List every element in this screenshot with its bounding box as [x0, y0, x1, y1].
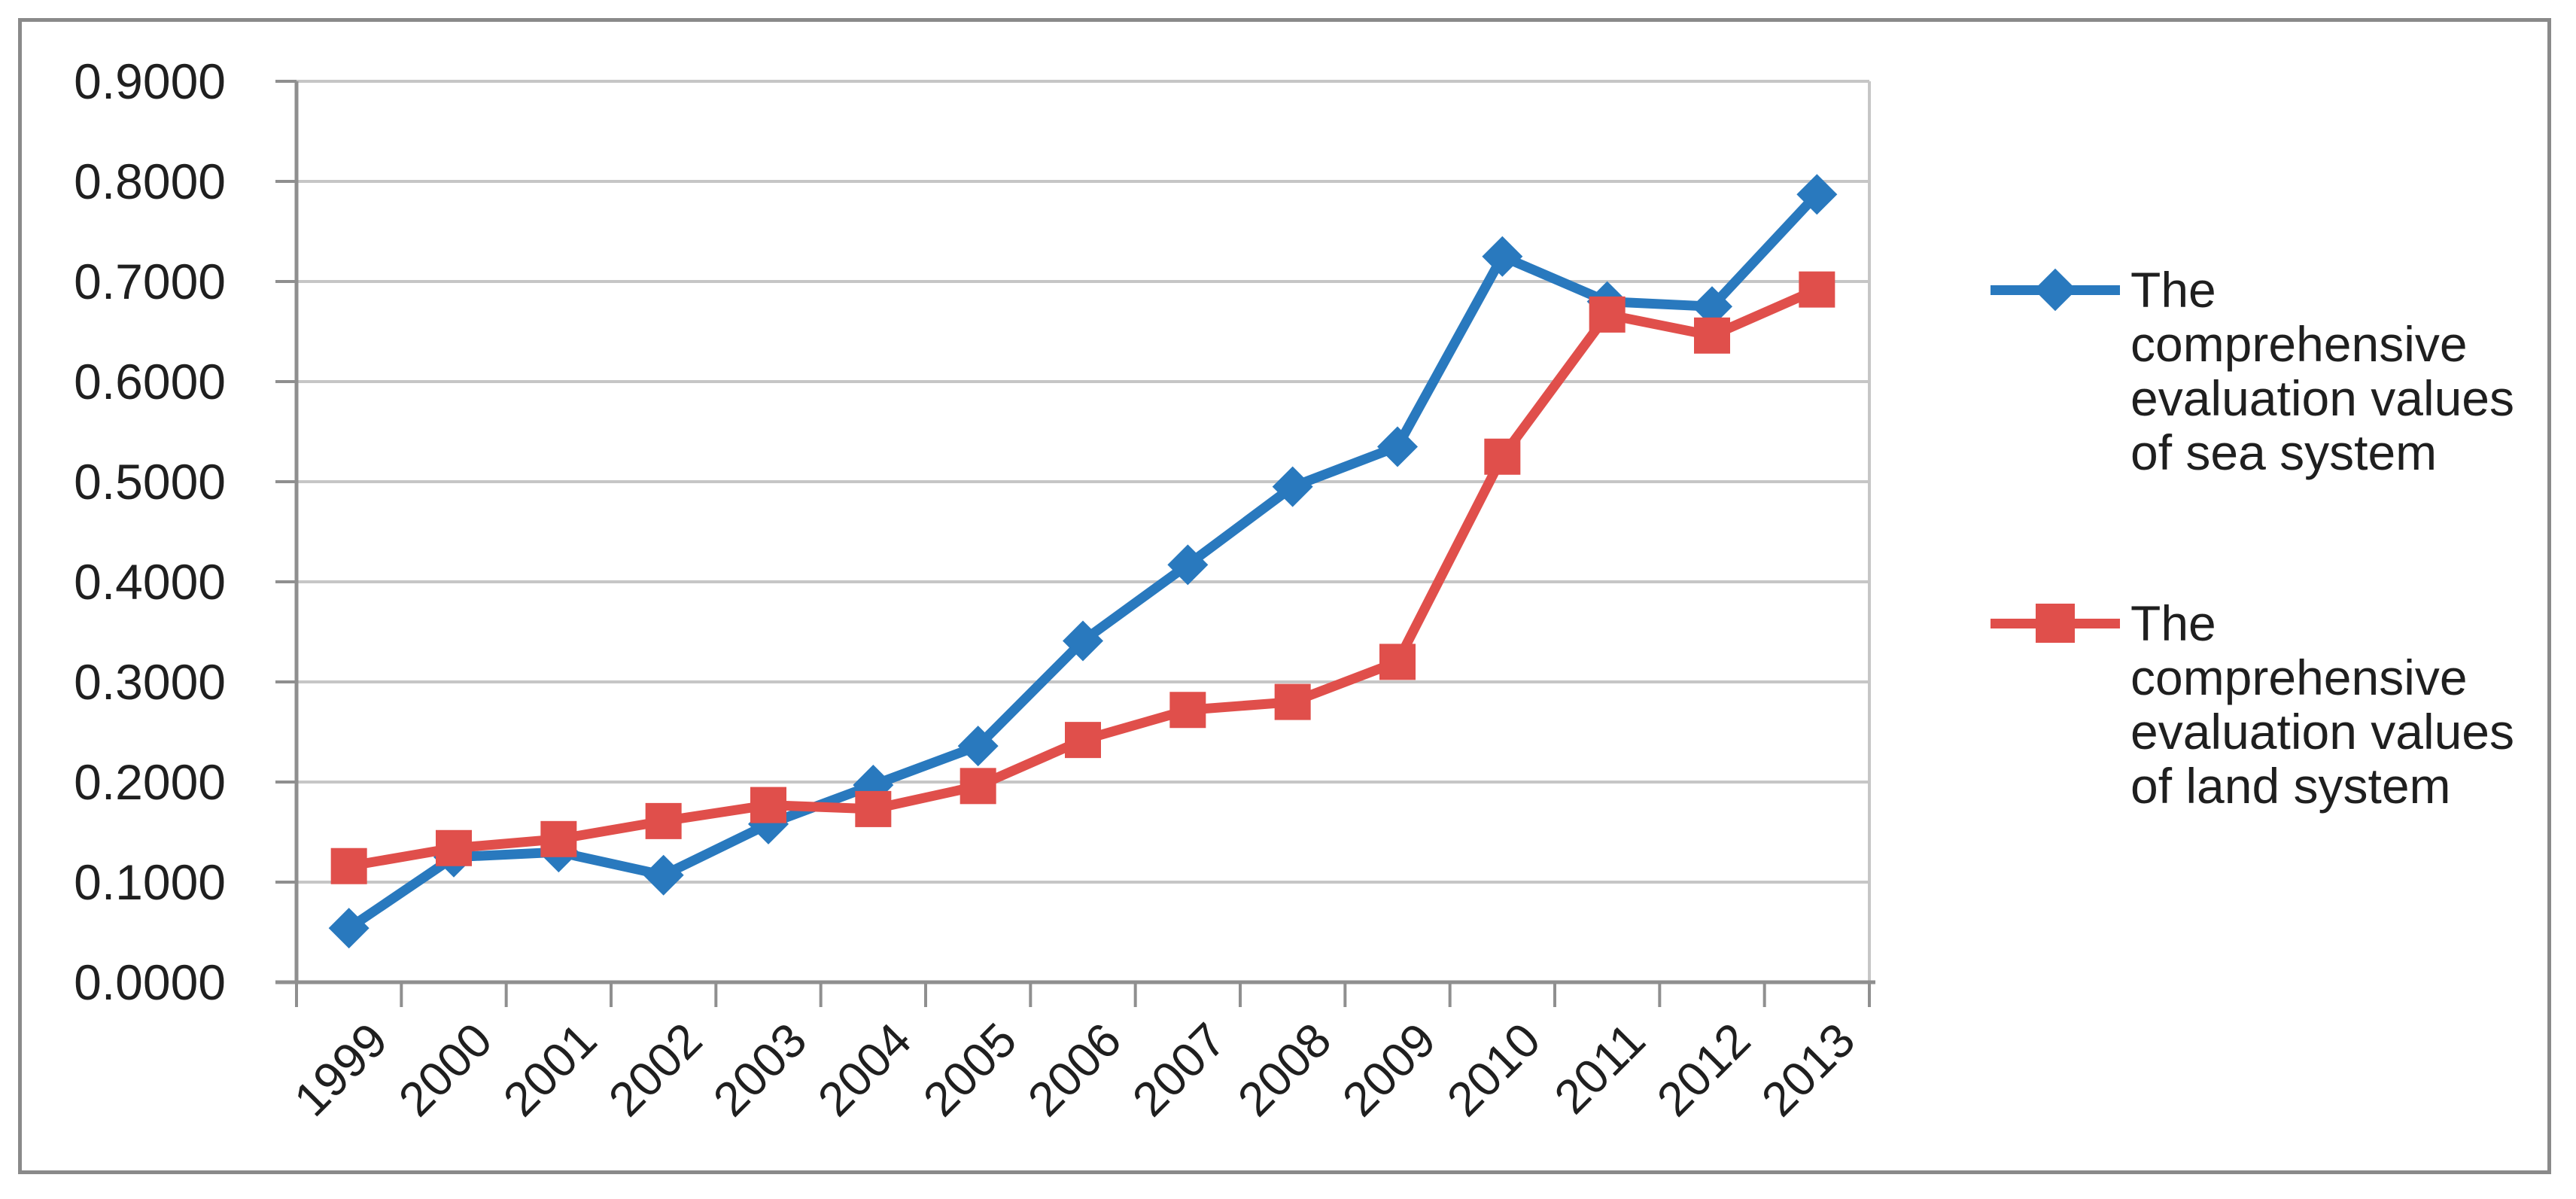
y-axis-label: 0.9000 [74, 53, 226, 109]
y-axis-label: 0.0000 [74, 954, 226, 1010]
y-axis-label: 0.3000 [74, 654, 226, 710]
legend-item-sea: The comprehensive evaluation values of s… [1991, 263, 2522, 479]
sea-series-line-diamond-icon [1991, 263, 2120, 317]
legend-item-land: The comprehensive evaluation values of l… [1991, 596, 2522, 813]
legend-label-land: The comprehensive evaluation values of l… [2130, 595, 2515, 814]
y-axis-label: 0.2000 [74, 754, 226, 810]
land-series-line-square-icon [1991, 596, 2120, 650]
y-axis-label: 0.5000 [74, 454, 226, 510]
y-axis-label: 0.6000 [74, 354, 226, 409]
y-axis-label: 0.4000 [74, 554, 226, 610]
legend-label-sea: The comprehensive evaluation values of s… [2130, 262, 2515, 480]
y-axis-label: 0.8000 [74, 154, 226, 209]
y-axis-label: 0.1000 [74, 854, 226, 910]
y-axis-label: 0.7000 [74, 254, 226, 309]
